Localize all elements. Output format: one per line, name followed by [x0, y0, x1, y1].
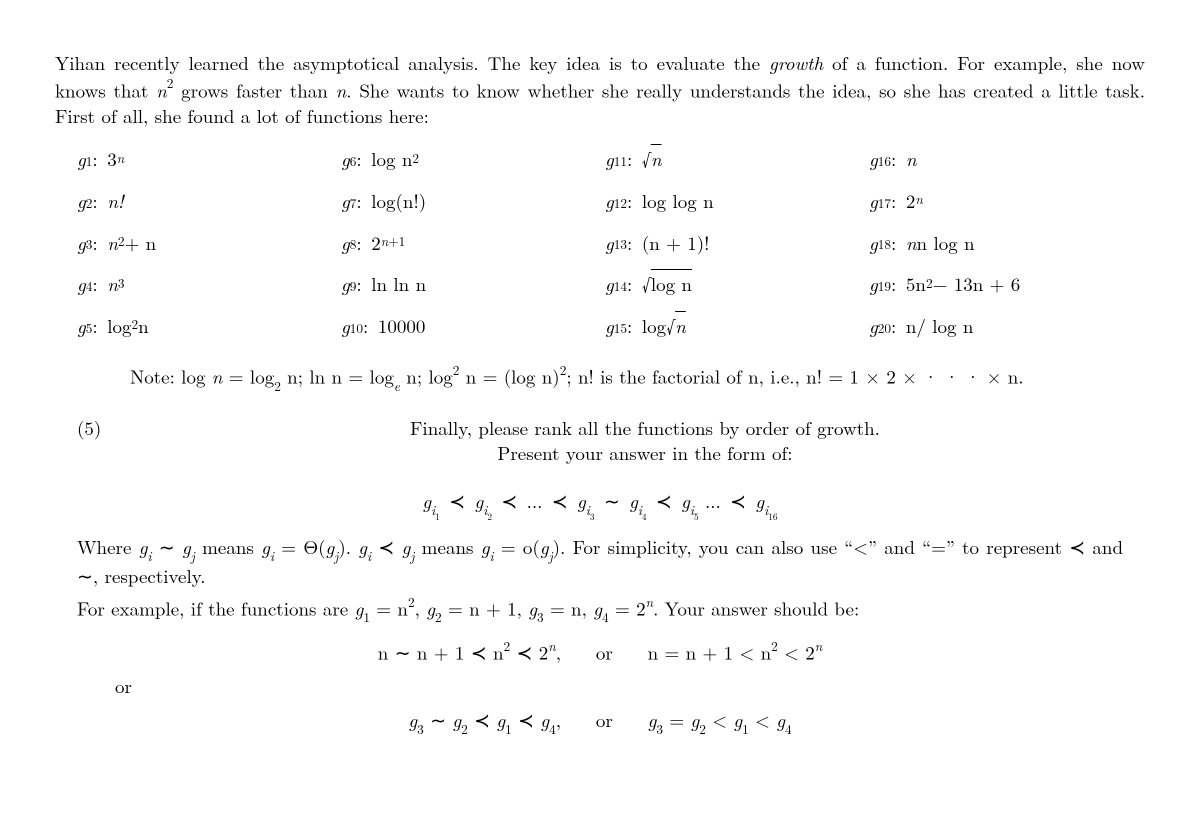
g3: g3 : n2 + n [77, 230, 331, 256]
g12: g12 : log log n [605, 188, 859, 214]
task-text: Finally, please rank all the functions b… [167, 415, 1123, 466]
g18: g18 : n n log n [869, 230, 1123, 256]
g11: g11 : √n [605, 146, 859, 172]
intro-t3: grows faster than [173, 76, 335, 103]
g10: g10 : 10000 [341, 313, 595, 339]
g2: g2 : n! [77, 188, 331, 214]
intro-growth: growth [769, 49, 823, 76]
chain-notation: gi1 ≺ gi2 ≺ ... ≺ gi3 ∼ gi4 ≺ gi5 ... ≺ … [55, 488, 1145, 520]
intro-paragraph: Yihan recently learned the asymptotical … [55, 50, 1145, 128]
eq-line-2: g3 ∼ g2 ≺ g1 ≺ g4, or g3 = g2 < g1 < g4 [55, 707, 1145, 736]
task-number: (5) [77, 415, 167, 441]
functions-grid: g1 : 3n g6 : log n2 g11 : √n g16 : n g2 … [55, 146, 1145, 354]
g15: g15 : log √n [605, 313, 859, 339]
example-line: For example, if the functions are g1 = n… [55, 594, 1145, 624]
g7: g7 : log(n!) [341, 188, 595, 214]
g4: g4 : n3 [77, 271, 331, 297]
g13: g13 : (n + 1)! [605, 230, 859, 256]
intro-n: n [336, 76, 347, 103]
g14: g14 : √log n [605, 271, 859, 297]
eq-line-1: n ∼ n + 1 ≺ n2 ≺ 2n, or n = n + 1 < n2 <… [55, 638, 1145, 665]
g5: g5 : log2 n [77, 313, 331, 339]
g6: g6 : log n2 [341, 146, 595, 172]
g16: g16 : n [869, 146, 1123, 172]
task-row: (5) Finally, please rank all the functio… [55, 415, 1145, 466]
g20: g20 : n/ log n [869, 313, 1123, 339]
g8: g8 : 2n+1 [341, 230, 595, 256]
explain-paragraph: Where gi ∼ gj means gi = Θ(gj). gi ≺ gj … [55, 534, 1145, 588]
or-word: or [55, 673, 1145, 699]
g9: g9 : ln ln n [341, 271, 595, 297]
intro-t1: Yihan recently learned the asymptotical … [55, 49, 769, 76]
g19: g19 : 5n2 − 13n + 6 [869, 271, 1123, 297]
intro-n2: n [156, 76, 167, 103]
g1: g1 : 3n [77, 146, 331, 172]
note-line: Note: log n = log2 n; ln n = loge n; log… [55, 362, 1145, 392]
g17: g17 : 2n [869, 188, 1123, 214]
